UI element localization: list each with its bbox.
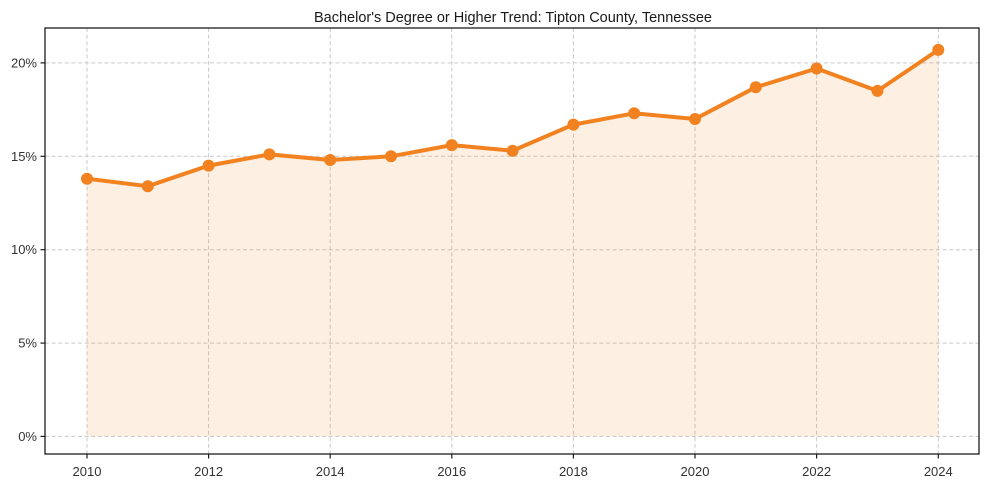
y-tick-label: 0%	[18, 429, 37, 444]
data-point-2012	[202, 159, 215, 172]
data-point-2011	[141, 180, 154, 193]
data-point-2021	[749, 81, 762, 94]
x-tick-label: 2016	[437, 464, 466, 479]
data-point-2016	[445, 139, 458, 152]
data-point-2019	[628, 107, 641, 120]
x-tick-label: 2012	[194, 464, 223, 479]
plot-border	[44, 27, 980, 455]
data-point-2013	[263, 148, 276, 161]
data-point-2023	[871, 84, 884, 97]
y-tick-label: 10%	[11, 242, 37, 257]
x-tick-label: 2018	[559, 464, 588, 479]
data-point-2020	[689, 113, 701, 125]
axes-layer	[40, 27, 980, 459]
data-point-2018	[567, 118, 580, 131]
data-point-2014	[324, 154, 337, 166]
data-point-2010	[81, 172, 93, 185]
x-tick-label: 2014	[316, 464, 345, 479]
area-fill	[87, 49, 939, 437]
x-tick-label: 2024	[924, 464, 953, 479]
chart-title: Bachelor's Degree or Higher Trend: Tipto…	[314, 10, 712, 26]
x-tick-label: 2010	[73, 464, 102, 479]
area-layer	[87, 49, 939, 437]
labels-layer: 2010 2012 2014 2016 2018 2020 2022 2024 0% 5% 10% 1…	[11, 55, 953, 479]
y-tick-label: 5%	[18, 336, 37, 351]
y-tick-label: 15%	[11, 149, 37, 164]
data-point-2015	[385, 150, 397, 163]
data-point-2017	[506, 144, 519, 157]
data-point-2024	[932, 43, 945, 56]
grid-layer	[45, 28, 979, 454]
data-point-2022	[810, 62, 823, 75]
x-tick-label: 2020	[681, 464, 710, 479]
y-tick-label: 20%	[11, 55, 37, 70]
x-tick-label: 2022	[802, 464, 831, 479]
marker-layer	[81, 43, 945, 193]
